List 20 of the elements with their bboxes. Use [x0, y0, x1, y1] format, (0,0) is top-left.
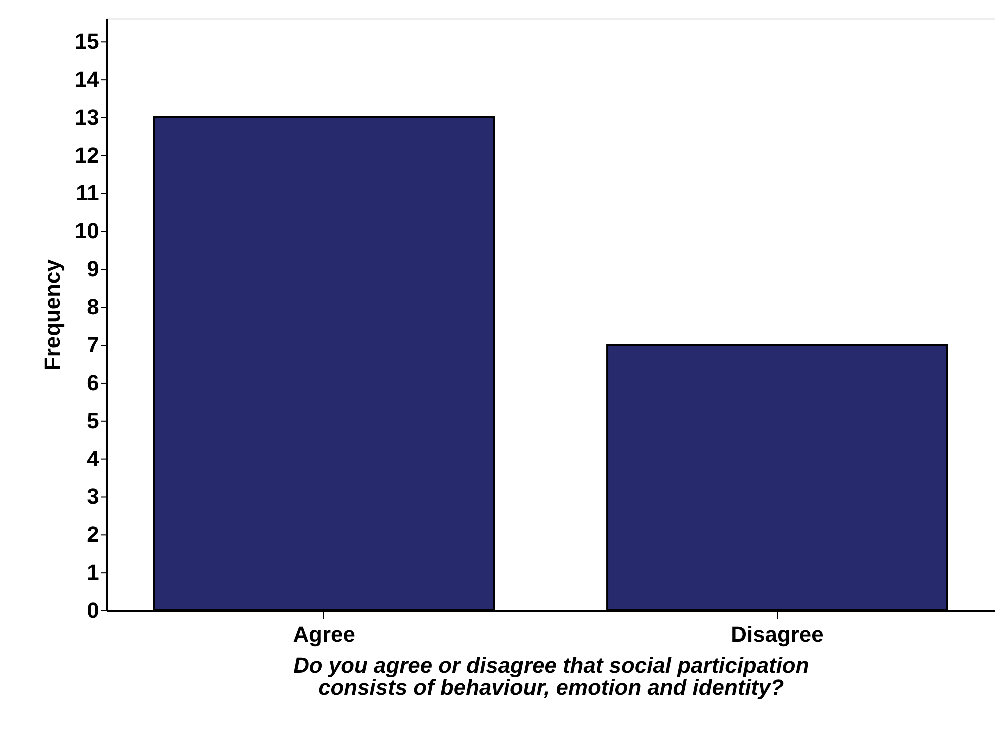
y-tick-label: 15 [74, 28, 100, 54]
x-axis-title: Do you agree or disagree that social participation consists of behaviour, emotion and identity? [294, 652, 810, 700]
y-tick-label: 5 [87, 408, 100, 434]
y-tick-label: 1 [87, 560, 100, 586]
y-tick-label: 8 [87, 294, 100, 320]
y-tick-label: 11 [76, 180, 100, 206]
y-tick-label: 9 [87, 256, 100, 282]
y-tick-label: 14 [74, 66, 100, 92]
x-tick-label: Disagree [731, 622, 824, 647]
y-tick-label: 0 [87, 598, 100, 623]
y-tick-label: 6 [87, 370, 100, 396]
y-axis-title: Frequency [40, 258, 65, 371]
y-tick-label: 4 [87, 446, 100, 472]
y-tick-label: 7 [87, 332, 100, 358]
y-tick-label: 3 [87, 484, 100, 510]
y-tick-label: 2 [87, 522, 100, 548]
y-tick-label: 13 [74, 104, 100, 130]
y-tick-label: 12 [74, 142, 100, 168]
x-tick-label: Agree [293, 622, 356, 647]
y-tick-label: 10 [74, 218, 100, 244]
